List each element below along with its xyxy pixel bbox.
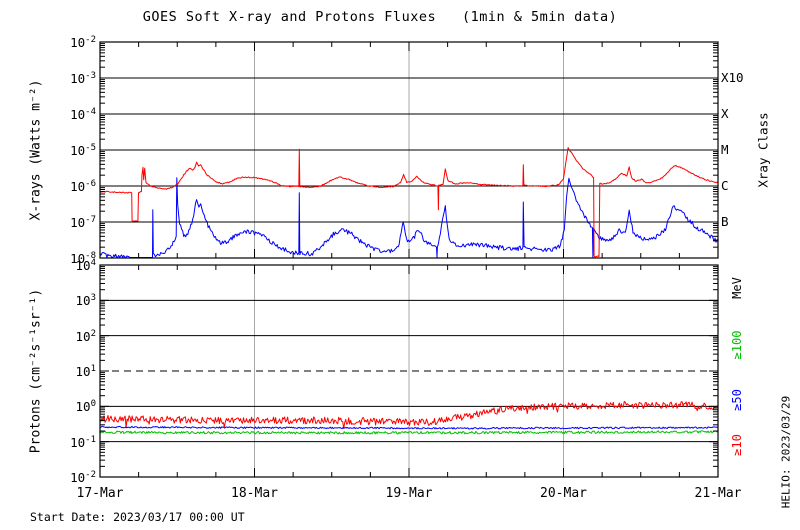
y-tick-label: 10-4 [70, 107, 96, 123]
x-tick-label: 21-Mar [694, 486, 742, 501]
protons-ge10-trace [100, 400, 718, 430]
x-tick-label: 17-Mar [76, 486, 124, 501]
x-tick-label: 20-Mar [540, 486, 587, 501]
xray-class-tick-label: X [721, 106, 729, 121]
proton-energy-label: ≥10 [730, 434, 744, 456]
page-title: GOES Soft X-ray and Protons Fluxes (1min… [142, 9, 618, 25]
y-tick-label: 10-8 [70, 251, 96, 267]
y-tick-label: 102 [75, 328, 96, 344]
xray-short-wave-trace [100, 177, 718, 258]
protons-ge50-trace [100, 425, 718, 430]
xray-long-wave-trace [100, 147, 718, 258]
xray-class-axis-label: Xray Class [755, 112, 771, 188]
x-tick-label: 18-Mar [231, 486, 278, 501]
xray-class-tick-label: M [721, 142, 729, 157]
y-tick-label: 10-1 [70, 434, 96, 450]
protons-ge100-trace [100, 430, 718, 435]
xray-class-tick-label: X10 [721, 70, 744, 85]
helio-timestamp-text: HELIO: 2023/03/29 [779, 395, 793, 509]
proton-energy-label: MeV [730, 277, 744, 299]
xray-class-tick-label: C [721, 178, 729, 193]
xray-class-tick-label: B [721, 214, 729, 229]
y-tick-label: 103 [75, 293, 96, 309]
y-tick-label: 10-3 [70, 71, 96, 87]
y-tick-label: 10-2 [70, 35, 96, 51]
y-tick-label: 104 [75, 258, 96, 274]
x-tick-label: 19-Mar [385, 486, 433, 501]
proton-energy-label: ≥50 [730, 389, 744, 411]
proton-energy-label: ≥100 [730, 330, 744, 360]
y-tick-label: 100 [75, 399, 96, 415]
y-tick-label: 10-6 [70, 179, 96, 195]
y-tick-label: 10-5 [70, 143, 96, 159]
y-tick-label: 10-2 [70, 470, 96, 486]
start-date-text: Start Date: 2023/03/17 00:00 UT [30, 510, 245, 524]
y-tick-label: 101 [75, 364, 96, 380]
y-tick-label: 10-7 [70, 215, 96, 231]
